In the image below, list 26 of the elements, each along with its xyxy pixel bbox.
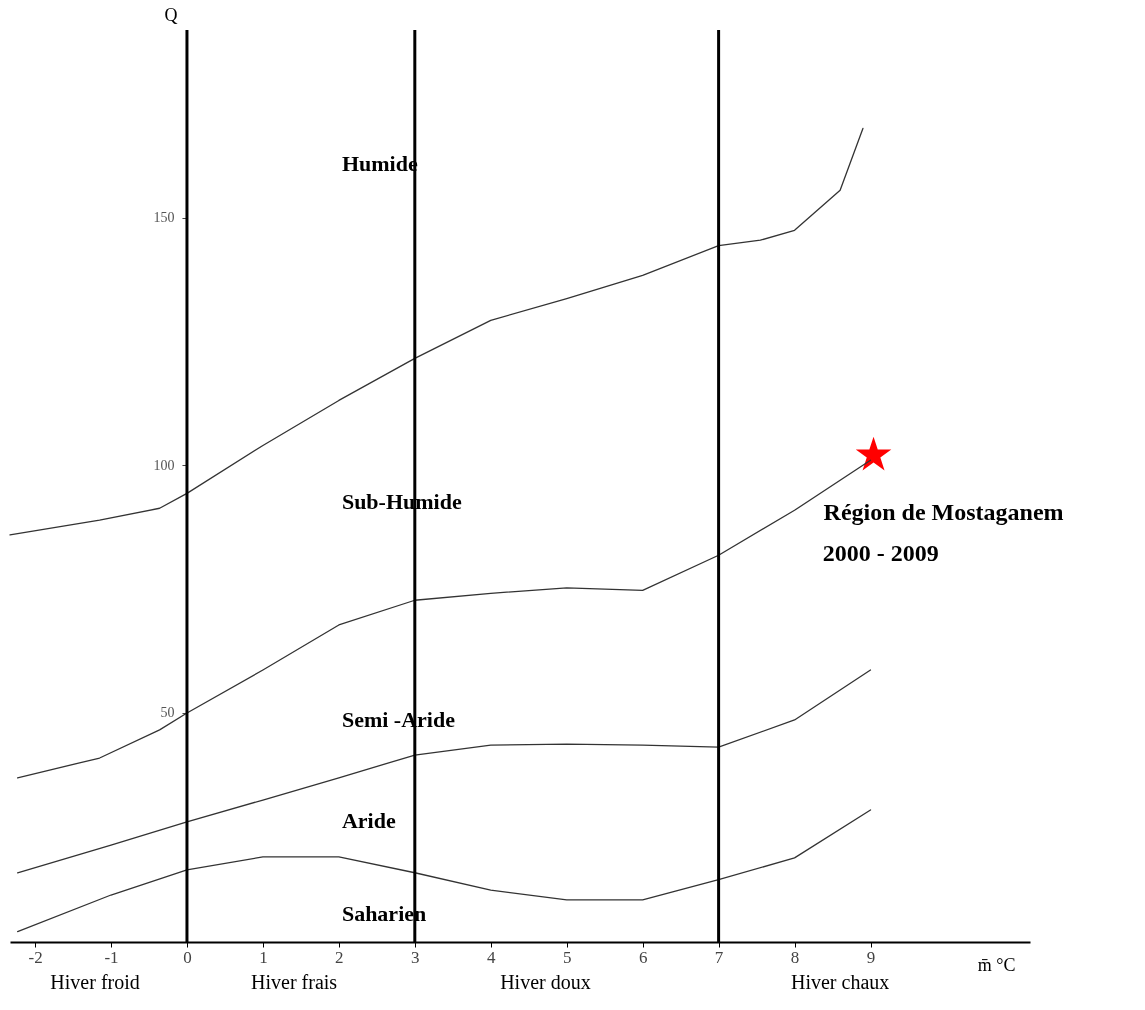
y-tick-label: 50 [160, 705, 175, 721]
x-tick-label: 1 [259, 947, 268, 967]
annotation: Aride [341, 808, 396, 834]
x-axis-title: m̄ °C [977, 954, 1016, 975]
line-series [16, 809, 872, 933]
text: Hiver doux [500, 970, 591, 993]
y-tick-label: 150 [153, 210, 175, 226]
y-axis-title: Q [164, 4, 178, 25]
x-tick-label: -1 [104, 947, 119, 967]
annotation: 2000 - 2009 [822, 540, 939, 567]
line-series [16, 669, 872, 874]
y-tick-label: 100 [153, 457, 175, 473]
x-tick-label: 7 [714, 947, 724, 967]
x-tick-label: -2 [28, 947, 43, 967]
x-tick-label: 6 [638, 947, 648, 967]
text: Hiver froid [50, 970, 140, 993]
x-tick-label: 8 [790, 947, 800, 967]
text: Hiver frais [251, 970, 338, 993]
x-tick-label: 9 [866, 947, 876, 967]
x-tick-label: 3 [411, 947, 420, 967]
x-tick-label: 0 [183, 947, 192, 967]
x-tick-label: 4 [487, 947, 497, 967]
annotation: Région de Mostaganem [823, 499, 1064, 526]
x-tick-label: 5 [562, 947, 572, 967]
text: Hiver chaux [790, 970, 890, 993]
x-tick-label: 2 [335, 947, 344, 967]
